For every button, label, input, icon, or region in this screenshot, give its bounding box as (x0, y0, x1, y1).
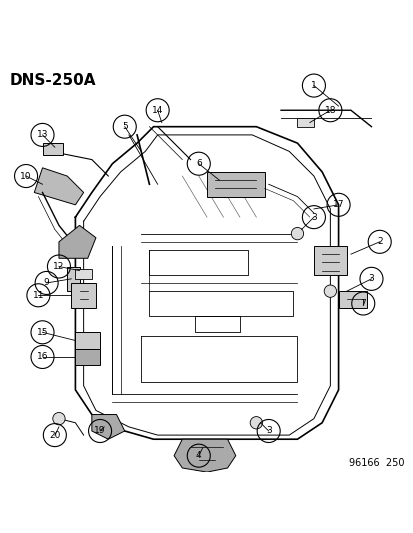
Text: 1: 1 (310, 81, 316, 90)
Polygon shape (92, 415, 124, 439)
FancyBboxPatch shape (338, 291, 366, 308)
Text: 6: 6 (195, 159, 201, 168)
Text: 19: 19 (94, 426, 106, 435)
Polygon shape (75, 332, 100, 349)
Text: 11: 11 (33, 291, 44, 300)
FancyBboxPatch shape (67, 266, 79, 291)
Text: 96166  250: 96166 250 (348, 458, 404, 468)
Text: 12: 12 (53, 262, 64, 271)
Polygon shape (75, 349, 100, 365)
Text: 3: 3 (310, 213, 316, 222)
Polygon shape (71, 283, 96, 308)
Text: 13: 13 (37, 131, 48, 140)
FancyBboxPatch shape (75, 269, 92, 279)
Text: 3: 3 (368, 274, 373, 284)
Text: 16: 16 (37, 352, 48, 361)
Text: 9: 9 (44, 278, 50, 287)
Text: 17: 17 (332, 200, 344, 209)
Text: 10: 10 (20, 172, 32, 181)
Text: 7: 7 (360, 299, 365, 308)
Text: 18: 18 (324, 106, 335, 115)
Polygon shape (34, 168, 83, 205)
Polygon shape (174, 439, 235, 472)
Text: 2: 2 (376, 237, 382, 246)
Circle shape (291, 228, 303, 240)
Circle shape (249, 417, 262, 429)
Polygon shape (313, 246, 346, 274)
Polygon shape (59, 225, 96, 259)
Text: 3: 3 (265, 426, 271, 435)
Polygon shape (206, 172, 264, 197)
Text: 20: 20 (49, 431, 60, 440)
Text: 5: 5 (121, 122, 127, 131)
Text: DNS-250A: DNS-250A (9, 73, 96, 88)
Text: 14: 14 (152, 106, 163, 115)
Text: 4: 4 (195, 451, 201, 460)
Circle shape (323, 285, 336, 297)
Text: 15: 15 (37, 328, 48, 337)
FancyBboxPatch shape (297, 118, 313, 127)
FancyBboxPatch shape (43, 143, 63, 156)
Circle shape (53, 413, 65, 425)
